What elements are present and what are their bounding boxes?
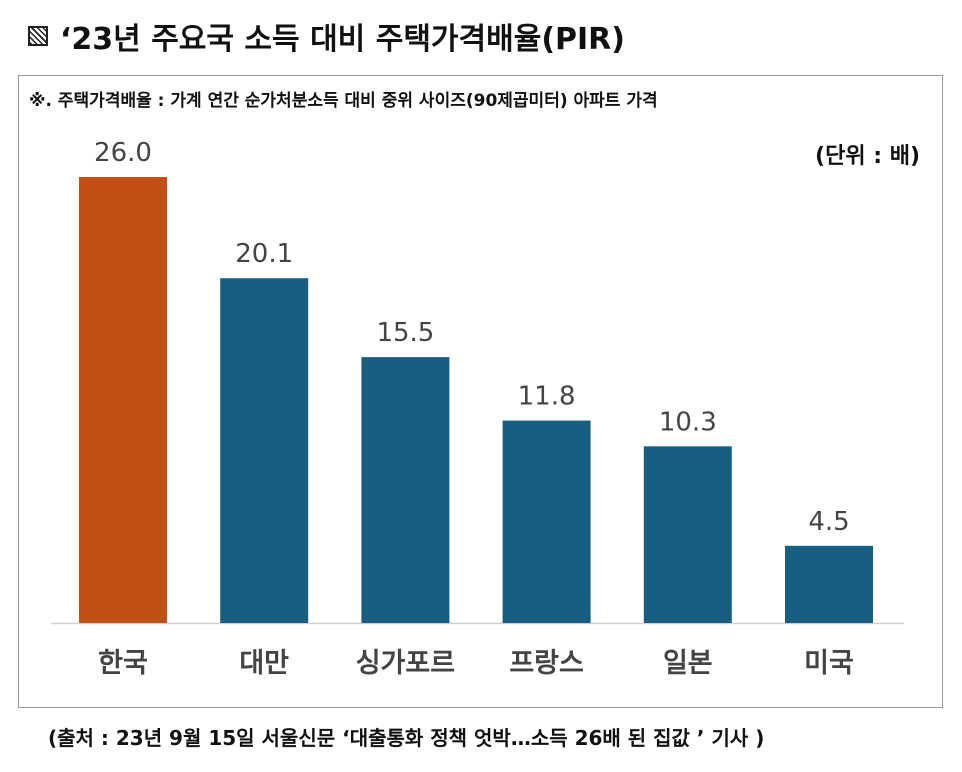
category-label-3: 프랑스 — [509, 648, 584, 679]
chart-panel: ※. 주택가격배율 : 가계 연간 순가처분소득 대비 중위 사이즈(90제곱미… — [18, 75, 943, 708]
bar-0 — [79, 177, 167, 623]
category-label-1: 대만 — [239, 648, 289, 679]
bar-chart: 26.0 한국 20.1 대만 15.5 싱가포르 11.8 프랑스 10.3 일본 4.5 미국 — [51, 138, 904, 679]
data-label-0: 26.0 — [94, 138, 152, 168]
data-label-3: 11.8 — [518, 382, 576, 412]
category-label-5: 미국 — [804, 648, 854, 679]
category-label-4: 일본 — [663, 648, 713, 679]
definition-note: ※. 주택가격배율 : 가계 연간 순가처분소득 대비 중위 사이즈(90제곱미… — [29, 91, 658, 111]
unit-label: (단위 : 배) — [815, 144, 920, 169]
chart-title: ‘23년 주요국 소득 대비 주택가격배율(PIR) — [28, 14, 625, 58]
hatched-square-icon — [28, 26, 48, 46]
data-label-4: 10.3 — [659, 407, 717, 437]
bar-5 — [785, 545, 873, 623]
source-citation: (출처 : 23년 9월 15일 서울신문 ‘대출통화 정책 엇박…소득 26배… — [48, 726, 765, 750]
bar-3 — [502, 420, 591, 623]
category-label-0: 한국 — [98, 648, 148, 679]
data-label-2: 15.5 — [376, 318, 434, 348]
chart-title-text: ‘23년 주요국 소득 대비 주택가격배율(PIR) — [60, 22, 625, 57]
bar-1 — [220, 278, 309, 623]
category-label-2: 싱가포르 — [356, 648, 455, 679]
data-label-1: 20.1 — [235, 239, 293, 269]
data-label-5: 4.5 — [808, 507, 849, 537]
bar-2 — [361, 357, 450, 623]
bar-4 — [643, 446, 732, 623]
